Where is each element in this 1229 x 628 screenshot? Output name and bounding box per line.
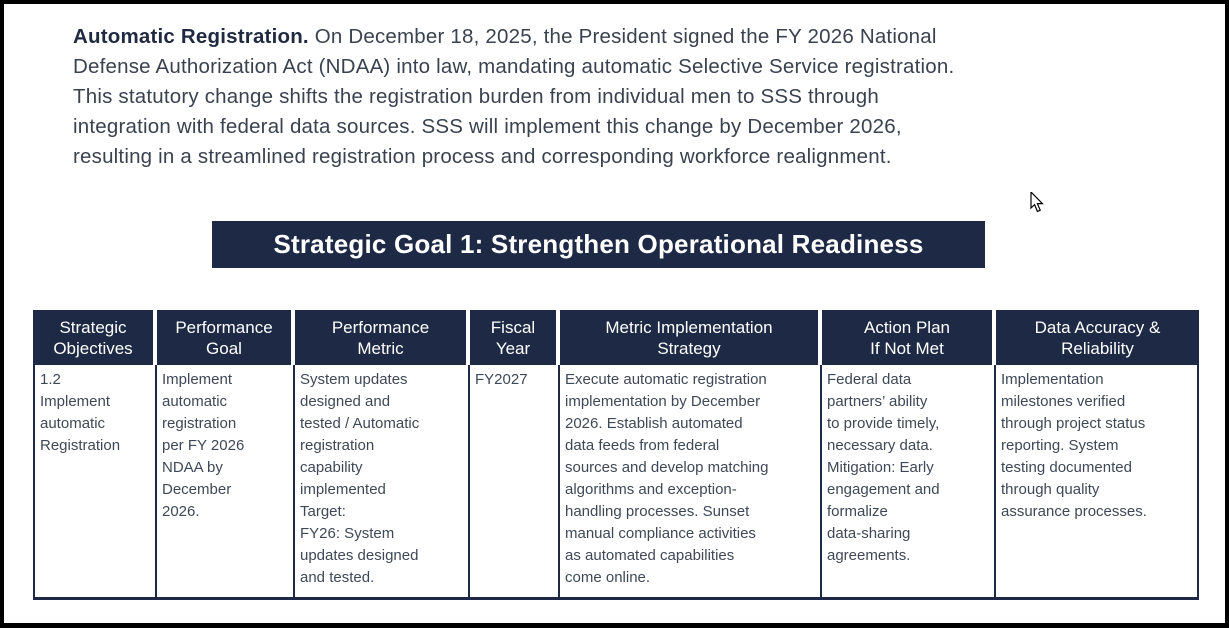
- intro-line1-rest: On December 18, 2025, the President sign…: [308, 25, 937, 48]
- intro-paragraph: Automatic Registration. On December 18, …: [73, 22, 1183, 172]
- intro-line: resulting in a streamlined registration …: [73, 145, 892, 168]
- intro-line: Automatic Registration. On December 18, …: [73, 22, 1183, 52]
- header-performance-metric: Performance Metric: [295, 310, 470, 365]
- cell-implementation-strategy: Execute automatic registration implement…: [560, 365, 822, 600]
- intro-lead: Automatic Registration.: [73, 25, 309, 48]
- strategic-goal-title: Strategic Goal 1: Strengthen Operational…: [273, 229, 924, 259]
- header-data-accuracy: Data Accuracy & Reliability: [996, 310, 1199, 365]
- cell-action-plan: Federal data partners’ ability to provid…: [822, 365, 996, 600]
- cell-performance-metric: System updates designed and tested / Aut…: [295, 365, 470, 600]
- cell-strategic-objective: 1.2 Implement automatic Registration: [33, 365, 157, 600]
- intro-line: This statutory change shifts the registr…: [73, 85, 879, 108]
- cell-fiscal-year: FY2027: [470, 365, 560, 600]
- intro-line: Defense Authorization Act (NDAA) into la…: [73, 55, 955, 78]
- cell-data-accuracy: Implementation milestones verified throu…: [996, 365, 1199, 600]
- intro-line: integration with federal data sources. S…: [73, 115, 902, 138]
- header-performance-goal: Performance Goal: [157, 310, 295, 365]
- header-action-plan: Action Plan If Not Met: [822, 310, 996, 365]
- table-header-row: Strategic Objectives Performance Goal Pe…: [33, 310, 1199, 365]
- header-fiscal-year: Fiscal Year: [470, 310, 560, 365]
- strategic-goal-table: Strategic Objectives Performance Goal Pe…: [33, 310, 1199, 600]
- header-metric-implementation-strategy: Metric Implementation Strategy: [560, 310, 822, 365]
- header-strategic-objectives: Strategic Objectives: [33, 310, 157, 365]
- mouse-cursor-icon: [1030, 192, 1044, 213]
- table-row: 1.2 Implement automatic Registration Imp…: [33, 365, 1199, 600]
- strategic-goal-banner: Strategic Goal 1: Strengthen Operational…: [212, 221, 985, 268]
- cell-performance-goal: Implement automatic registration per FY …: [157, 365, 295, 600]
